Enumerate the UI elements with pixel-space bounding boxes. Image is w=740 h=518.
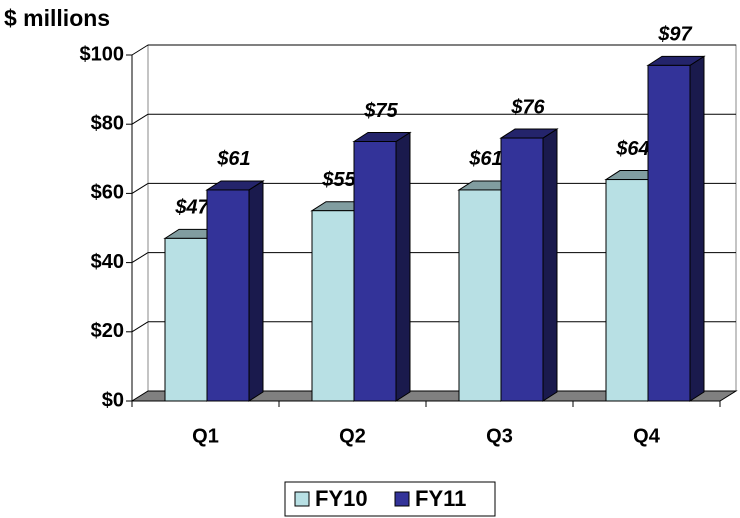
- data-label: $75: [363, 100, 398, 122]
- y-tick-label: $100: [80, 43, 125, 65]
- bar: [458, 189, 502, 402]
- legend-swatch: [294, 491, 310, 507]
- grid-line-side: [131, 252, 149, 264]
- bar-side: [248, 180, 264, 402]
- legend-box: [284, 481, 496, 517]
- data-label: $61: [468, 148, 502, 170]
- bar: [353, 141, 397, 402]
- x-tick-label: Q4: [633, 425, 661, 447]
- grid-line-side: [131, 321, 149, 333]
- bar-side: [395, 131, 411, 402]
- y-tick-label: $60: [91, 182, 124, 204]
- bar: [164, 237, 208, 402]
- bar-side: [542, 128, 558, 402]
- grid-line-side: [131, 182, 149, 194]
- y-tick-label: $80: [91, 112, 124, 134]
- bar: [647, 64, 691, 402]
- bar: [500, 137, 544, 402]
- x-tick-label: Q2: [339, 425, 366, 447]
- grid-line-side: [131, 44, 149, 56]
- data-label: $61: [216, 148, 250, 170]
- legend-label: FY11: [415, 486, 466, 511]
- y-tick-label: $0: [102, 389, 124, 411]
- y-tick-label: $20: [91, 320, 124, 342]
- legend-swatch: [394, 491, 410, 507]
- bar-side: [689, 55, 705, 402]
- data-label: $55: [321, 169, 356, 191]
- data-label: $47: [174, 197, 209, 219]
- chart-title: $ millions: [4, 5, 110, 31]
- y-tick-label: $40: [91, 251, 124, 273]
- x-tick-label: Q1: [192, 425, 219, 447]
- bar: [311, 210, 355, 402]
- x-tick-label: Q3: [486, 425, 513, 447]
- data-label: $97: [657, 24, 692, 46]
- legend-label: FY10: [315, 486, 368, 511]
- data-label: $76: [510, 96, 545, 118]
- data-label: $64: [615, 138, 649, 160]
- grid-line-side: [131, 113, 149, 125]
- bar: [605, 179, 649, 402]
- bar: [206, 189, 250, 402]
